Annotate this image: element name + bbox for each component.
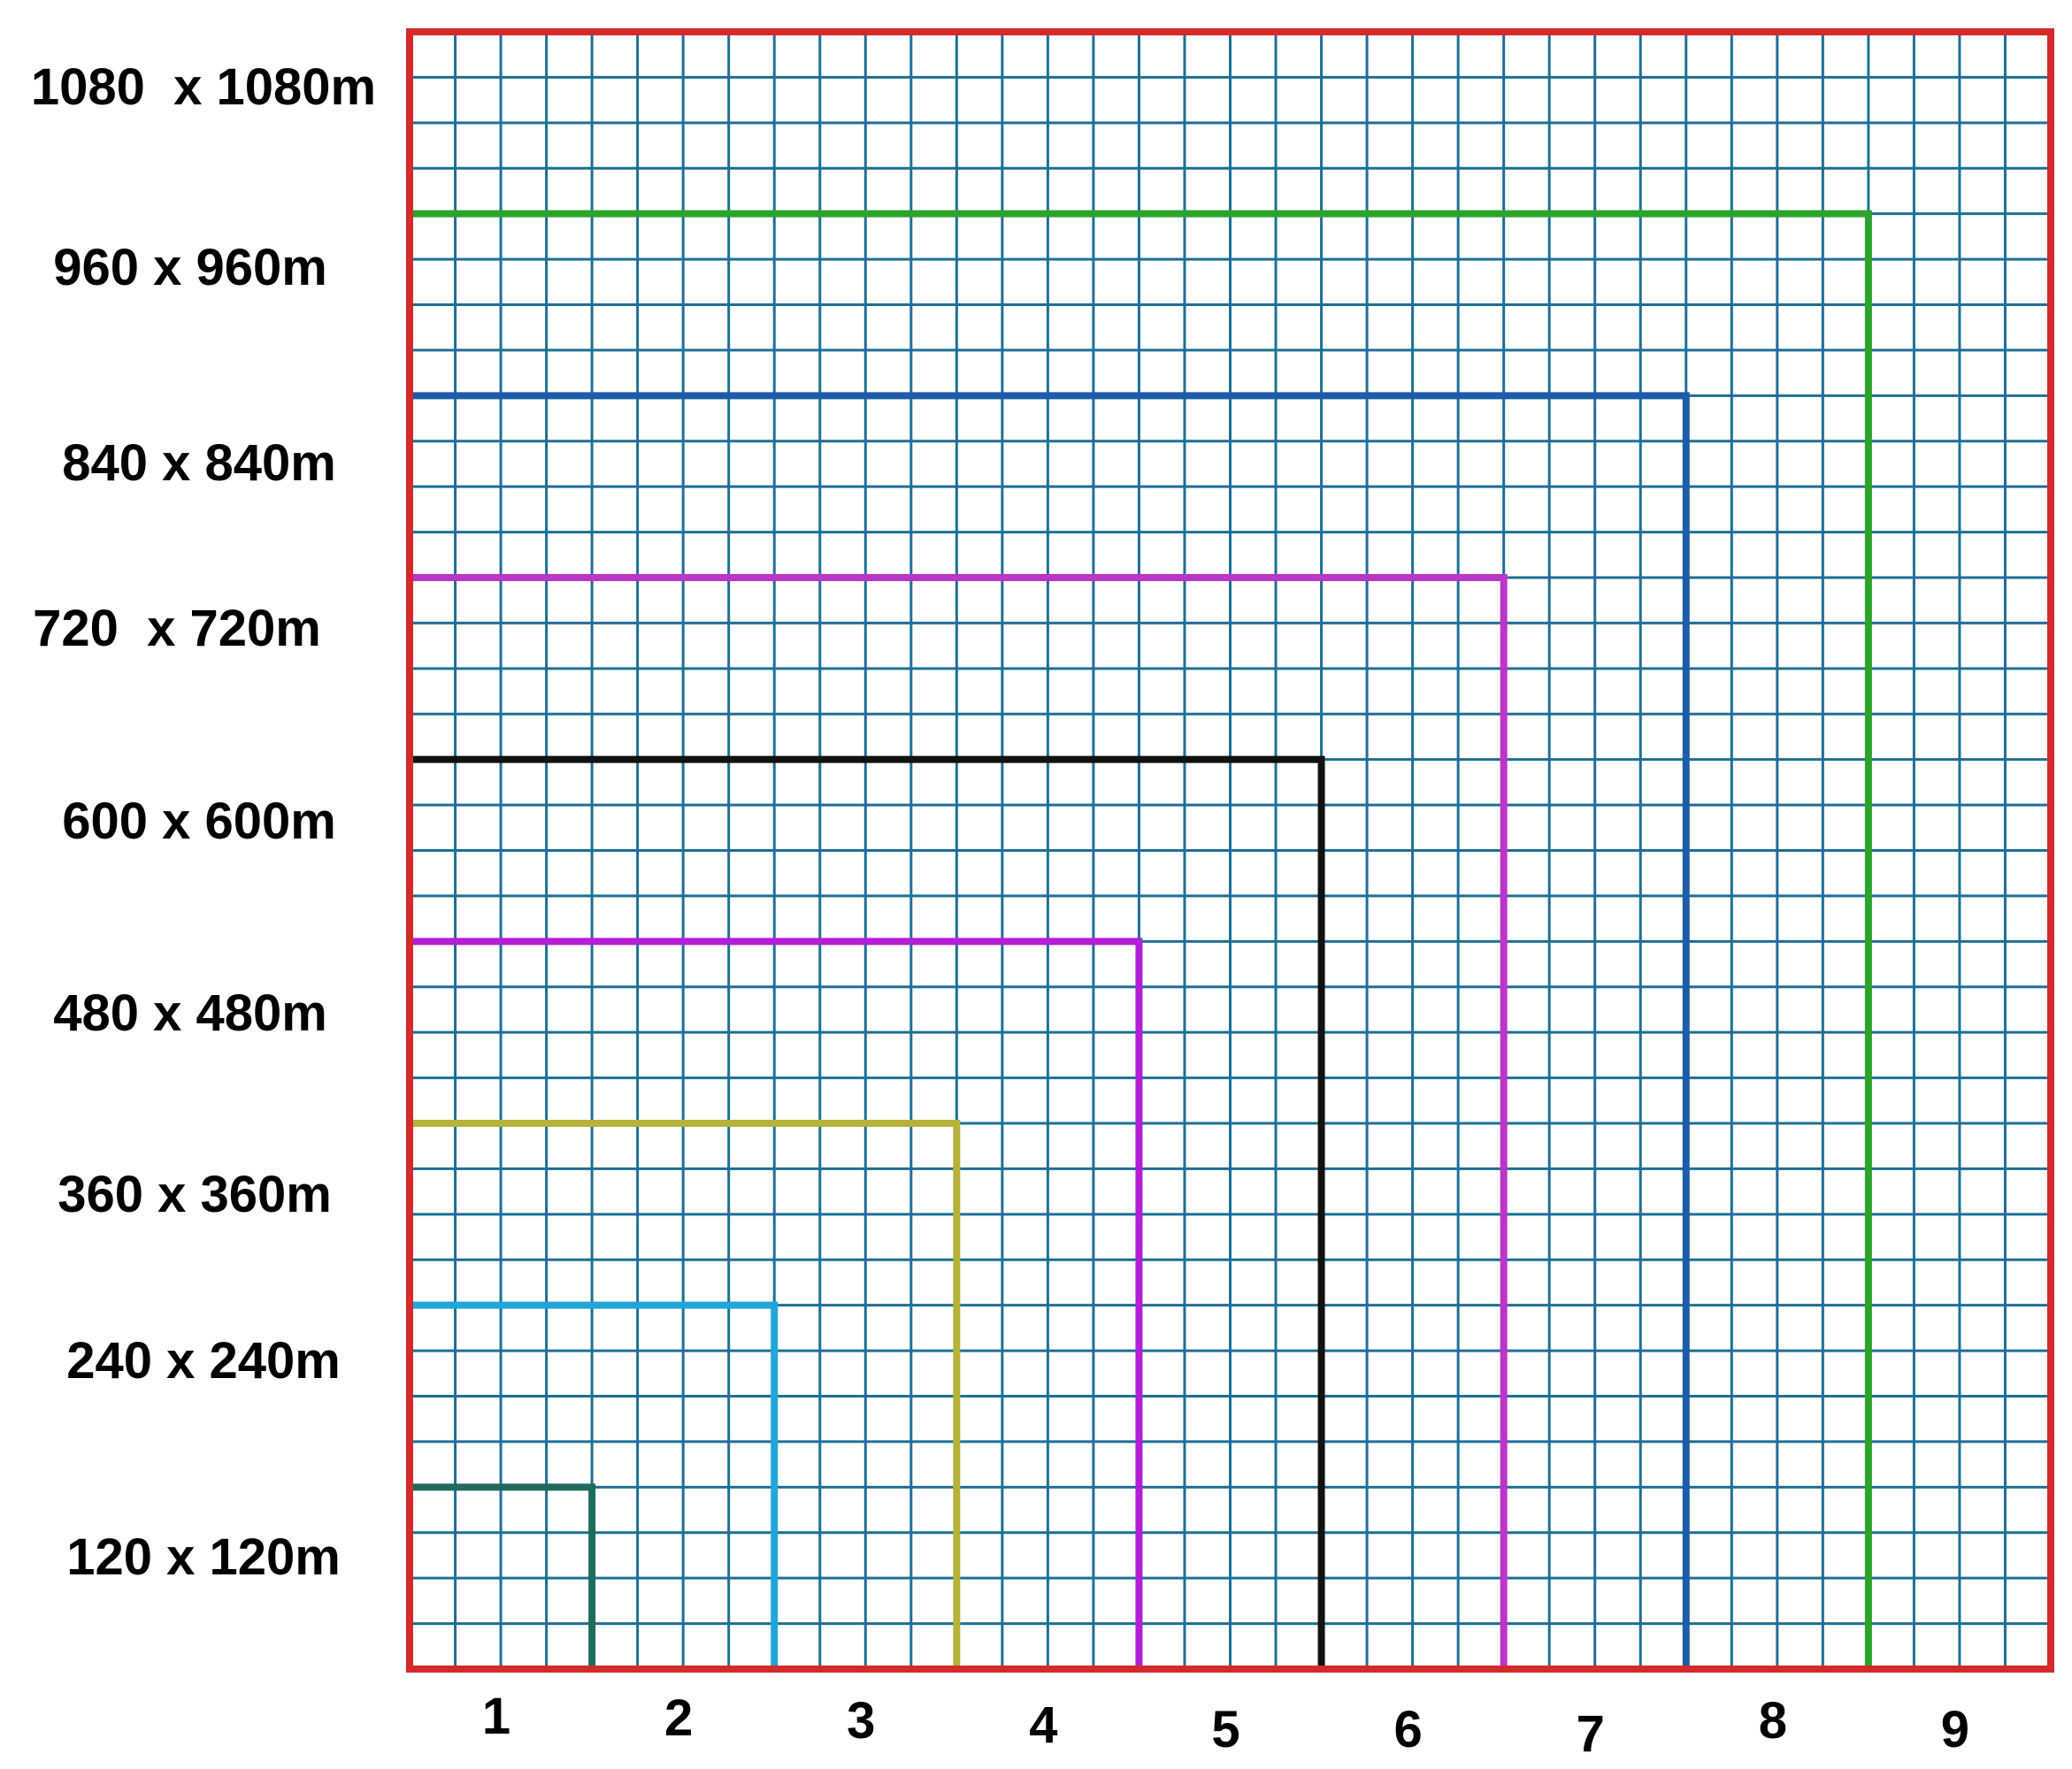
size-label: 1080 x 1080m [31,58,376,116]
column-label: 4 [1029,1696,1057,1754]
size-label: 960 x 960m [53,239,327,296]
column-label: 6 [1393,1701,1422,1758]
size-label: 600 x 600m [62,793,336,850]
column-label: 3 [847,1692,875,1750]
square-outline-4 [410,1483,596,1669]
size-label: 720 x 720m [33,600,321,657]
size-label: 120 x 120m [66,1528,341,1586]
square-outline-16 [410,938,1143,1669]
size-label: 240 x 240m [66,1332,341,1390]
column-label: 7 [1577,1705,1605,1763]
size-labels: 120 x 120m 240 x 240m 360 x 360m 480 x 480m… [31,58,376,1586]
square-outline-32 [410,210,1872,1669]
size-label: 480 x 480m [53,984,327,1042]
grid-lines [410,32,2051,1669]
column-label: 1 [482,1688,510,1745]
square-outline-24 [410,574,1508,1669]
size-label: 360 x 360m [58,1166,332,1223]
column-label: 5 [1211,1701,1239,1758]
nested-square-outlines [406,28,2054,1673]
outer-border [406,28,2054,1673]
column-label: 8 [1759,1692,1787,1750]
square-outline-12 [410,1120,961,1669]
size-label: 840 x 840m [62,434,336,492]
square-outline-28 [410,392,1690,1669]
column-label: 9 [1941,1701,1969,1758]
column-label: 2 [664,1689,693,1747]
square-outline-8 [410,1301,779,1669]
column-labels: 1 2 3 4 5 6 7 8 9 [482,1688,1969,1763]
square-outline-20 [410,755,1325,1669]
